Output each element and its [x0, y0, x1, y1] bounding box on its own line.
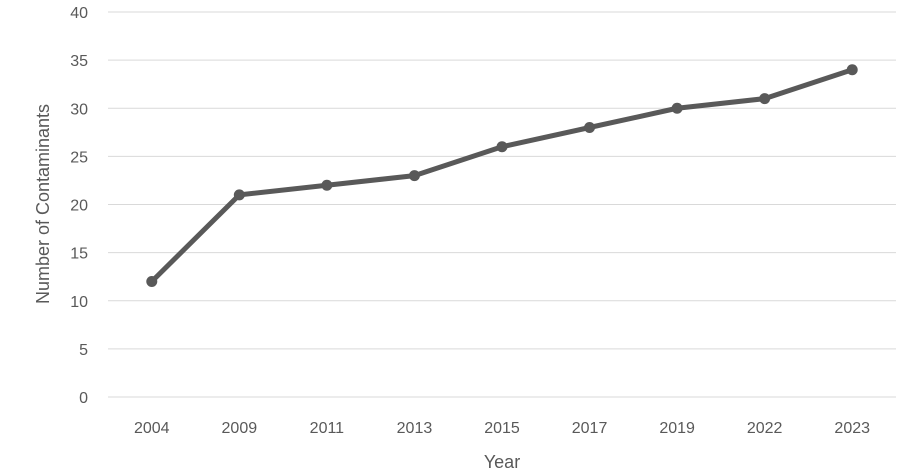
x-tick-label: 2004: [134, 420, 170, 437]
y-tick-label: 0: [79, 390, 88, 407]
gridlines: [108, 11, 896, 398]
series-line: [149, 67, 855, 284]
x-tick-label: 2009: [222, 420, 258, 437]
x-tick-label: 2023: [834, 420, 870, 437]
data-point-2013: [408, 170, 420, 182]
data-point-2017: [584, 122, 596, 133]
data-point-2019: [671, 102, 683, 114]
y-tick-label: 20: [70, 198, 88, 215]
x-axis-ticks: 2004 2009 2011 2013 2015 2017 2019 2022 2023: [134, 420, 870, 437]
x-tick-label: 2017: [572, 420, 608, 437]
y-axis-ticks: 0 5 10 15 20 25 30 35 40: [70, 5, 88, 407]
data-point-2011: [321, 179, 333, 191]
y-tick-label: 10: [70, 294, 88, 311]
y-tick-label: 5: [79, 342, 88, 359]
x-tick-label: 2015: [484, 420, 520, 437]
x-tick-label: 2011: [310, 420, 345, 437]
data-point-2023: [846, 64, 858, 76]
data-point-2009: [233, 189, 245, 201]
data-points: [146, 64, 858, 287]
data-point-2015: [496, 141, 508, 153]
x-tick-label: 2022: [747, 420, 783, 437]
x-tick-label: 2013: [397, 420, 433, 437]
y-tick-label: 30: [70, 101, 88, 118]
y-tick-label: 35: [70, 53, 88, 70]
x-axis-title: Year: [484, 452, 520, 472]
y-axis-title: Number of Contaminants: [33, 104, 53, 304]
y-tick-label: 40: [70, 5, 88, 22]
y-tick-label: 15: [70, 246, 88, 263]
data-point-2022: [759, 93, 771, 105]
y-tick-label: 25: [70, 149, 88, 166]
data-point-2004: [146, 276, 158, 287]
x-tick-label: 2019: [659, 420, 695, 437]
